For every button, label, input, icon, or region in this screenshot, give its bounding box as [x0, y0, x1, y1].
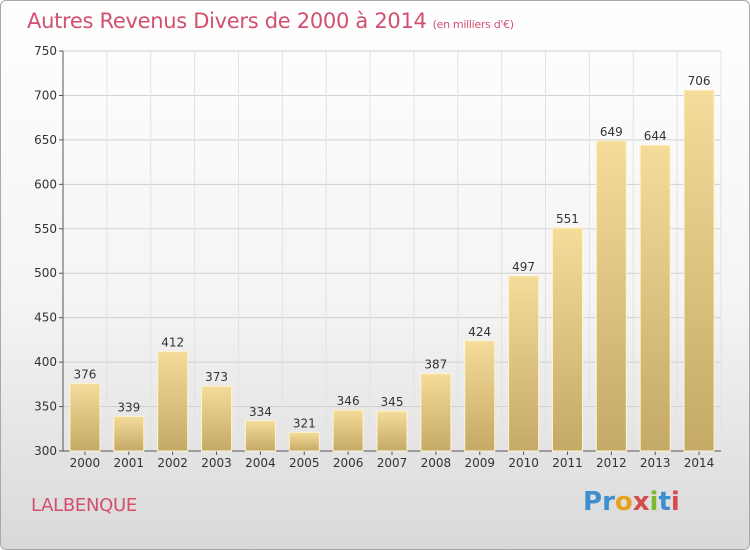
labels: 300 350 400 450 500 550 600 650 700 750 376 2000 339…: [34, 44, 714, 470]
y-tick-label: 750: [34, 44, 57, 58]
x-tick-label: 2008: [421, 456, 452, 470]
data-label: 644: [644, 129, 667, 143]
chart-title-text: Autres Revenus Divers de 2000 à 2014: [27, 9, 427, 33]
bar-2006: [332, 409, 364, 452]
logo-letter: t: [658, 487, 671, 517]
bar-2010: [508, 275, 540, 452]
x-tick-label: 2014: [684, 456, 715, 470]
bar-2009: [464, 340, 496, 452]
y-tick-label: 650: [34, 133, 57, 147]
logo-letter: i: [649, 487, 659, 517]
bar-2013: [639, 144, 671, 452]
bar-2014: [683, 89, 715, 452]
bar-2004: [244, 420, 276, 452]
data-label: 334: [249, 405, 272, 419]
data-label: 387: [424, 358, 447, 372]
bar-2005: [288, 431, 320, 452]
data-label: 706: [688, 74, 711, 88]
y-tick-label: 300: [34, 444, 57, 458]
bar-2008: [420, 373, 452, 452]
data-label: 551: [556, 212, 579, 226]
data-label: 339: [117, 400, 140, 414]
y-tick-label: 600: [34, 177, 57, 191]
x-tick-label: 2005: [289, 456, 320, 470]
logo-letter: i: [670, 487, 680, 517]
x-tick-label: 2012: [596, 456, 627, 470]
bar-2012: [595, 140, 627, 452]
x-tick-label: 2007: [377, 456, 408, 470]
x-tick-label: 2013: [640, 456, 671, 470]
bar-2007: [376, 410, 408, 452]
logo-letter: o: [614, 487, 633, 517]
x-tick-label: 2000: [70, 456, 101, 470]
y-tick-label: 400: [34, 355, 57, 369]
data-label: 373: [205, 370, 228, 384]
data-label: 321: [293, 416, 316, 430]
y-tick-label: 550: [34, 222, 57, 236]
bar-2001: [113, 415, 145, 452]
y-tick-label: 700: [34, 88, 57, 102]
data-label: 412: [161, 335, 184, 349]
x-tick-label: 2010: [508, 456, 539, 470]
data-label: 424: [468, 325, 491, 339]
y-tick-label: 500: [34, 266, 57, 280]
chart-title: Autres Revenus Divers de 2000 à 2014 (en …: [27, 9, 514, 33]
bar-2011: [551, 227, 583, 452]
logo-letter: x: [632, 487, 650, 517]
x-tick-label: 2004: [245, 456, 276, 470]
logo-letter: r: [602, 487, 615, 517]
x-tick-label: 2003: [201, 456, 232, 470]
x-tick-label: 2001: [114, 456, 145, 470]
data-label: 497: [512, 260, 535, 274]
y-tick-label: 350: [34, 400, 57, 414]
x-tick-label: 2002: [157, 456, 188, 470]
y-tick-label: 450: [34, 311, 57, 325]
x-tick-label: 2009: [464, 456, 495, 470]
data-label: 345: [381, 395, 404, 409]
x-tick-label: 2006: [333, 456, 364, 470]
data-label: 346: [337, 394, 360, 408]
bar-2000: [69, 382, 101, 452]
bar-2003: [201, 385, 233, 452]
chart-subtitle: (en milliers d'€): [432, 18, 514, 31]
bar-2002: [157, 350, 189, 452]
x-tick-label: 2011: [552, 456, 583, 470]
logo-letter: P: [583, 487, 603, 517]
proxiti-logo: Proxiti: [583, 487, 680, 517]
place-name: LALBENQUE: [31, 495, 137, 516]
data-label: 376: [73, 367, 96, 381]
data-label: 649: [600, 125, 623, 139]
bars: [69, 89, 715, 452]
